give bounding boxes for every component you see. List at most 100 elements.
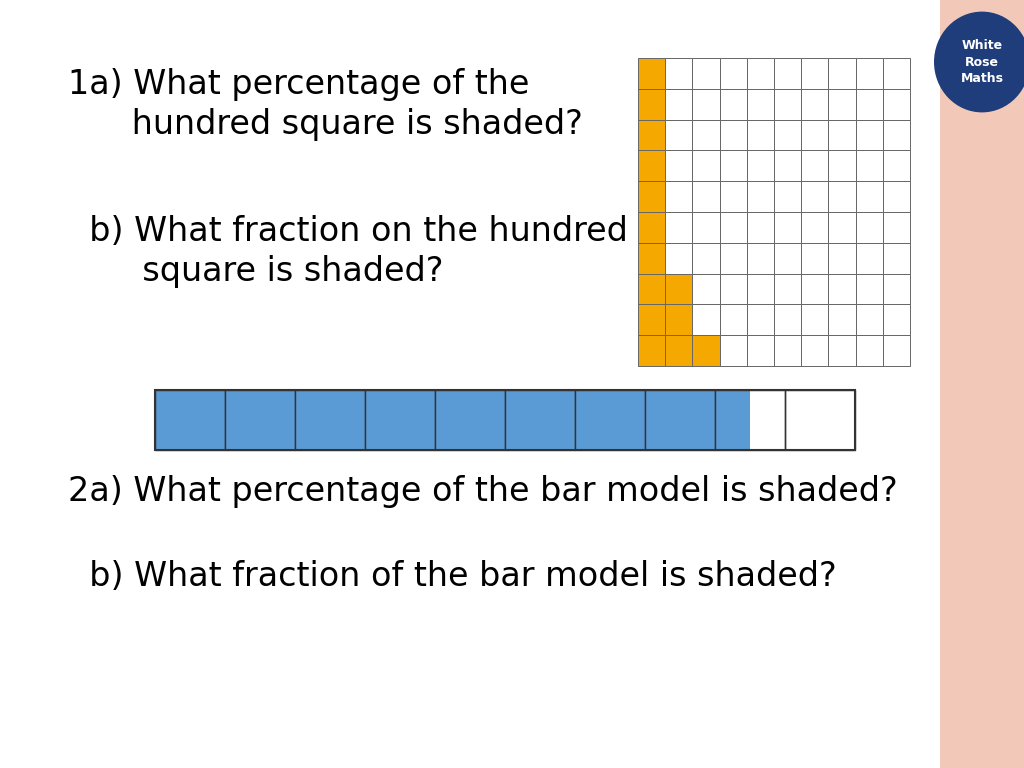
Bar xyxy=(666,58,692,89)
Bar xyxy=(785,390,855,450)
Bar xyxy=(828,243,856,273)
Bar xyxy=(666,304,692,335)
Bar xyxy=(883,120,910,151)
Bar xyxy=(746,243,774,273)
Bar xyxy=(720,273,746,304)
Bar xyxy=(801,273,828,304)
Bar xyxy=(692,120,720,151)
Bar xyxy=(692,212,720,243)
Bar xyxy=(828,58,856,89)
Bar xyxy=(883,181,910,212)
Text: Maths: Maths xyxy=(961,72,1004,85)
Bar xyxy=(856,243,883,273)
Bar xyxy=(856,89,883,120)
Bar xyxy=(638,335,666,366)
Bar xyxy=(774,273,801,304)
Bar xyxy=(774,151,801,181)
Text: hundred square is shaded?: hundred square is shaded? xyxy=(68,108,583,141)
Text: White: White xyxy=(962,38,1002,51)
Bar xyxy=(720,151,746,181)
Bar xyxy=(645,390,715,450)
Bar xyxy=(720,89,746,120)
Text: 2a) What percentage of the bar model is shaded?: 2a) What percentage of the bar model is … xyxy=(68,475,898,508)
Bar xyxy=(575,390,645,450)
Bar xyxy=(856,212,883,243)
Bar xyxy=(801,243,828,273)
Bar xyxy=(720,212,746,243)
Bar xyxy=(801,89,828,120)
Bar xyxy=(856,304,883,335)
Bar xyxy=(883,335,910,366)
Bar xyxy=(801,212,828,243)
Bar xyxy=(720,120,746,151)
Bar xyxy=(750,390,785,450)
Bar xyxy=(666,151,692,181)
Bar xyxy=(666,243,692,273)
Bar xyxy=(666,120,692,151)
Ellipse shape xyxy=(934,12,1024,112)
Bar xyxy=(225,390,295,450)
Bar xyxy=(666,89,692,120)
Text: b) What fraction on the hundred: b) What fraction on the hundred xyxy=(68,215,628,248)
Bar xyxy=(883,89,910,120)
Bar xyxy=(715,390,785,450)
Bar xyxy=(746,89,774,120)
Bar xyxy=(940,0,1024,768)
Bar xyxy=(746,181,774,212)
Bar xyxy=(666,181,692,212)
Bar xyxy=(638,212,666,243)
Bar xyxy=(801,120,828,151)
Bar xyxy=(692,335,720,366)
Bar xyxy=(692,181,720,212)
Bar xyxy=(720,243,746,273)
Bar xyxy=(801,151,828,181)
Bar xyxy=(746,304,774,335)
Text: square is shaded?: square is shaded? xyxy=(68,255,443,288)
Bar xyxy=(828,273,856,304)
Bar xyxy=(638,181,666,212)
Bar xyxy=(746,212,774,243)
Bar xyxy=(801,181,828,212)
Bar xyxy=(746,120,774,151)
Bar xyxy=(883,304,910,335)
Bar xyxy=(692,89,720,120)
Bar xyxy=(666,212,692,243)
Bar xyxy=(801,304,828,335)
Bar xyxy=(774,58,801,89)
Bar xyxy=(720,58,746,89)
Text: b) What fraction of the bar model is shaded?: b) What fraction of the bar model is sha… xyxy=(68,560,837,593)
Bar xyxy=(638,304,666,335)
Bar xyxy=(155,390,855,450)
Bar xyxy=(505,390,575,450)
Bar xyxy=(715,390,750,450)
Bar xyxy=(435,390,505,450)
Bar xyxy=(774,212,801,243)
Bar xyxy=(720,304,746,335)
Bar xyxy=(774,89,801,120)
Bar xyxy=(801,335,828,366)
Bar xyxy=(883,151,910,181)
Bar xyxy=(774,335,801,366)
Bar xyxy=(692,304,720,335)
Bar xyxy=(828,335,856,366)
Bar xyxy=(720,335,746,366)
Bar xyxy=(692,273,720,304)
Bar xyxy=(666,273,692,304)
Bar xyxy=(295,390,365,450)
Bar xyxy=(692,243,720,273)
Bar xyxy=(856,335,883,366)
Bar xyxy=(720,181,746,212)
Bar xyxy=(746,273,774,304)
Bar xyxy=(666,335,692,366)
Bar xyxy=(883,58,910,89)
Bar xyxy=(638,273,666,304)
Bar xyxy=(856,58,883,89)
Bar xyxy=(155,390,225,450)
Bar xyxy=(638,243,666,273)
Bar xyxy=(774,120,801,151)
Bar xyxy=(828,212,856,243)
Bar xyxy=(774,243,801,273)
Bar xyxy=(828,89,856,120)
Bar xyxy=(856,273,883,304)
Bar xyxy=(856,120,883,151)
